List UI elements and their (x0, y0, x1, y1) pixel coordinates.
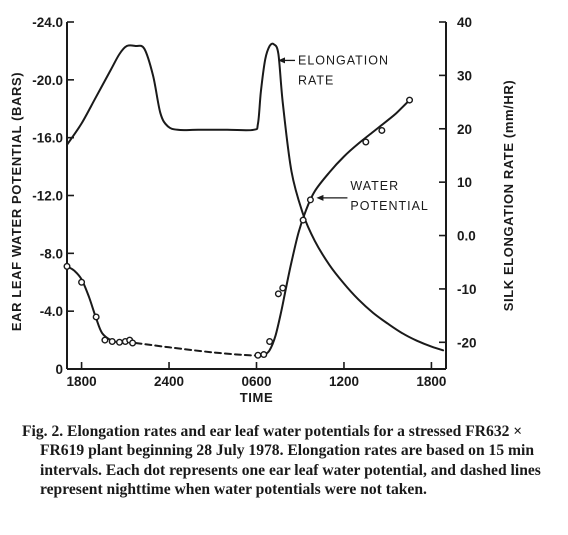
y-right-tick-label: 20 (457, 122, 472, 137)
y-left-tick-label: -24.0 (32, 15, 63, 30)
data-point (378, 126, 386, 134)
y-axis-right: 40 30 20 10 0.0 -10 -20 (439, 15, 477, 350)
y-left-tick-label: -4.0 (40, 304, 63, 319)
x-axis: 1800 2400 0600 1200 1800 (67, 362, 446, 389)
y-left-tick-label: -12.0 (32, 189, 63, 204)
annotation-arrowhead (277, 57, 285, 64)
y-right-tick-label: -10 (457, 282, 477, 297)
data-point (101, 336, 109, 344)
data-point (274, 290, 282, 298)
data-point (266, 338, 274, 346)
y-left-tick-label: 0 (55, 362, 63, 377)
chart: 1800 2400 0600 1200 1800 -24.0 -20.0 -16.0 -12.… (9, 15, 516, 405)
y-axis-left: -24.0 -20.0 -16.0 -12.0 -8.0 -4.0 0 (32, 15, 74, 377)
data-point (63, 262, 71, 270)
y-right-tick-label: 0.0 (457, 229, 476, 244)
figure-caption: Fig. 2. Elongation rates and ear leaf wa… (22, 423, 541, 499)
annotation-arrowhead (316, 194, 324, 201)
data-point (115, 338, 123, 346)
annotation-label: WATER (350, 179, 399, 193)
annotation-label: ELONGATION (298, 53, 389, 67)
data-point (108, 338, 116, 346)
y-right-tick-label: 10 (457, 175, 472, 190)
y-left-tick-label: -16.0 (32, 131, 63, 146)
x-tick-label: 1200 (329, 374, 359, 389)
data-point (260, 351, 268, 359)
x-tick-label: 0600 (241, 374, 271, 389)
data-point (129, 339, 137, 347)
x-tick-label: 2400 (154, 374, 184, 389)
x-axis-title: TIME (240, 390, 273, 405)
y-axis-right-title: SILK ELONGATION RATE (mm/HR) (501, 80, 516, 312)
data-point (299, 216, 307, 224)
y-right-tick-label: 40 (457, 15, 472, 30)
series-line (134, 342, 265, 357)
data-point (78, 278, 86, 286)
y-left-tick-label: -20.0 (32, 73, 63, 88)
y-right-tick-label: -20 (457, 335, 477, 350)
data-point (362, 138, 370, 146)
observation-dots (63, 96, 414, 359)
data-point (92, 313, 100, 321)
y-right-tick-label: 30 (457, 68, 472, 83)
x-tick-label: 1800 (416, 374, 446, 389)
series-line (262, 99, 411, 357)
data-point (406, 96, 414, 104)
annotation-label: POTENTIAL (350, 199, 428, 213)
data-point (254, 351, 262, 359)
annotation-label: RATE (298, 73, 334, 87)
plot-frame (66, 22, 447, 370)
series-line (66, 265, 137, 344)
annotations: ELONGATION RATE WATER POTENTIAL (277, 53, 428, 213)
series-line (66, 42, 445, 352)
y-axis-left-title: EAR LEAF WATER POTENTIAL (BARS) (9, 72, 24, 331)
data-point (306, 196, 314, 204)
x-tick-label: 1800 (67, 374, 97, 389)
data-point (279, 284, 287, 292)
y-left-tick-label: -8.0 (40, 246, 63, 261)
